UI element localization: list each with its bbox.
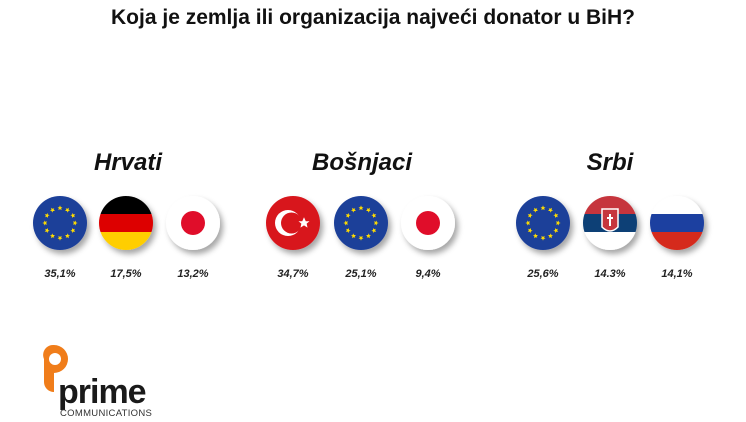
flag-turkey (266, 196, 320, 250)
group-name: Hrvati (94, 149, 163, 176)
flag-eu (516, 196, 570, 250)
flag-serbia (583, 196, 637, 250)
percent: 13,2% (177, 268, 208, 280)
flag-germany (99, 196, 153, 250)
percent: 14,1% (661, 268, 692, 280)
group-name: Srbi (587, 149, 635, 176)
percent: 9,4% (415, 268, 440, 280)
percent: 25,1% (344, 268, 376, 280)
flag-japan (401, 196, 455, 250)
percent: 35,1% (44, 268, 75, 280)
percent: 17,5% (110, 268, 141, 280)
flag-japan (166, 196, 220, 250)
percent: 14.3% (594, 268, 625, 280)
flags (33, 196, 704, 250)
logo-name: prime (58, 373, 146, 411)
logo-icon-hole (49, 353, 61, 365)
flag-eu (334, 196, 388, 250)
title: Koja je zemlja ili organizacija najveći … (111, 6, 635, 29)
percent: 34,7% (277, 268, 308, 280)
logo: prime COMMUNICATIONS (43, 344, 152, 419)
logo-icon (43, 344, 68, 392)
flag-eu (33, 196, 87, 250)
flag-russia (650, 196, 704, 250)
logo-tagline: COMMUNICATIONS (60, 408, 152, 419)
group-name: Bošnjaci (312, 149, 413, 176)
percent: 25,6% (526, 268, 558, 280)
